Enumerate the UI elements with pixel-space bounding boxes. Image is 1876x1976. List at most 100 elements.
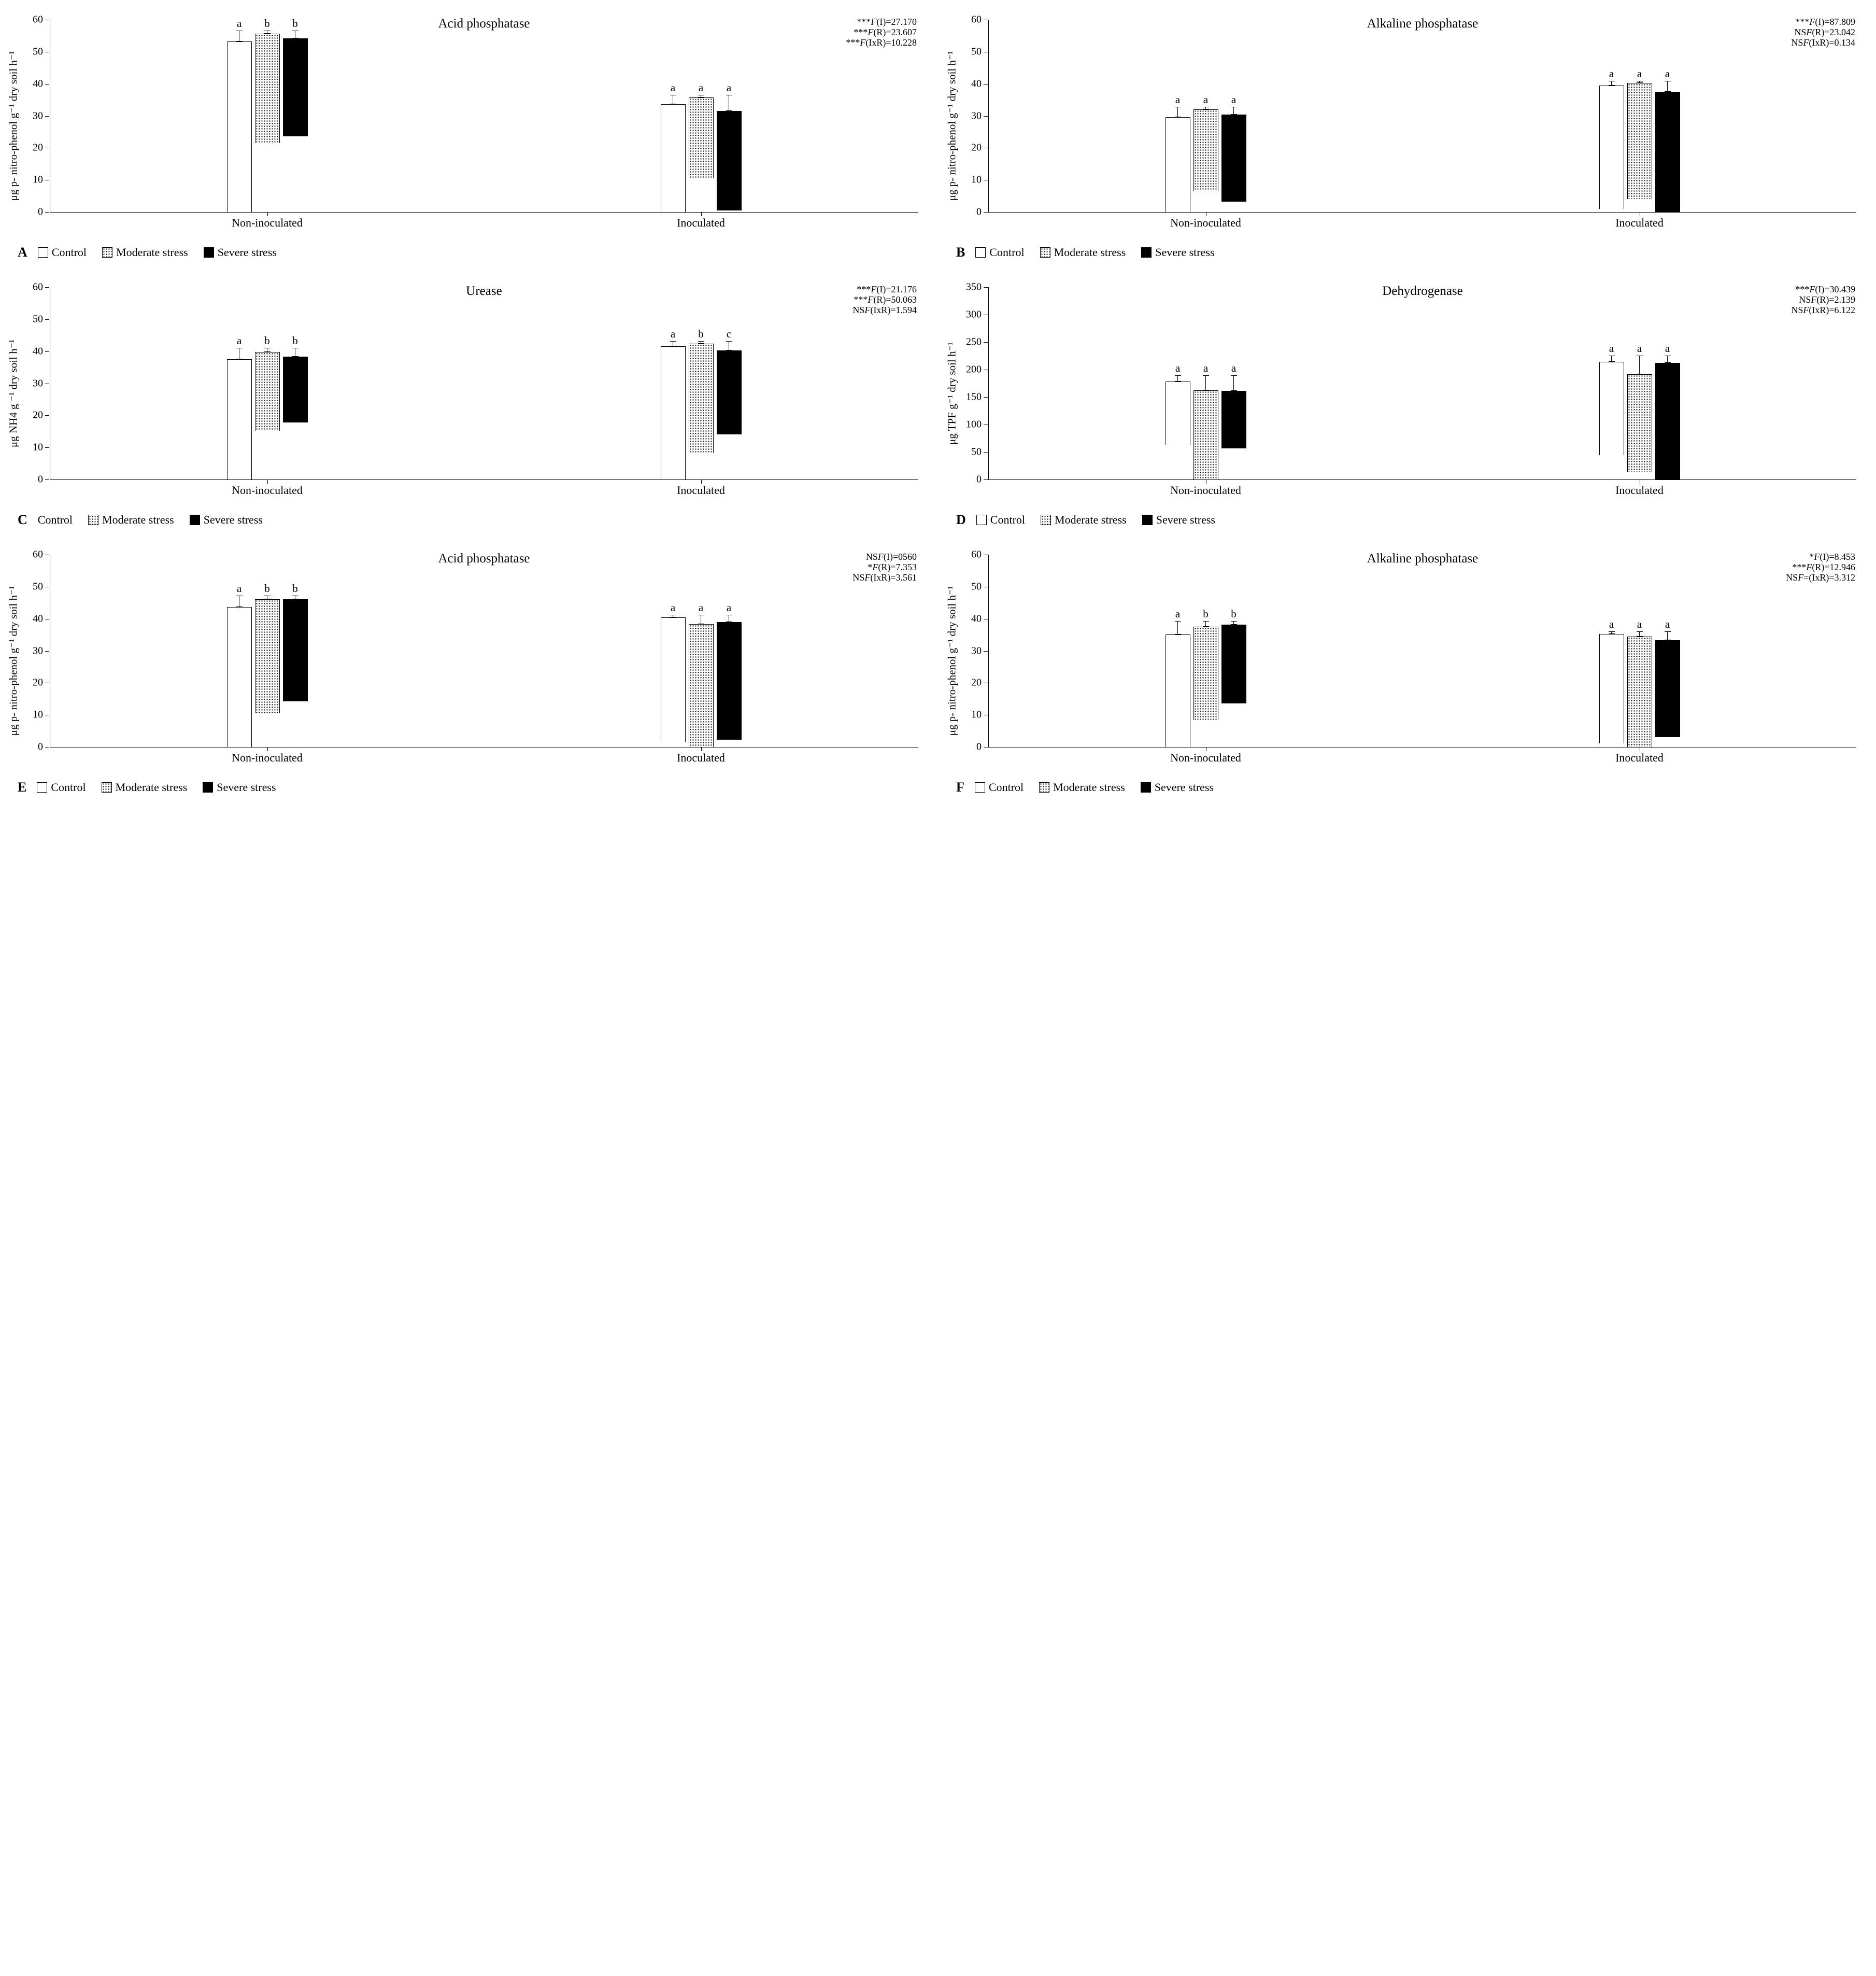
sig-letter: b	[292, 335, 298, 346]
sig-letter: a	[1609, 343, 1614, 354]
legend-label: Control	[52, 246, 87, 259]
sig-letter: a	[1637, 619, 1642, 630]
y-tick-label: 40	[33, 78, 43, 90]
bar-group: abbNon-inoculated	[50, 555, 484, 747]
bar	[661, 346, 686, 479]
bar-wrap: a	[1221, 94, 1246, 212]
bar-wrap: b	[283, 18, 308, 212]
plot-area: 0102030405060Acid phosphataseNSF(I)=0560…	[50, 555, 918, 747]
legend-swatch	[975, 782, 985, 793]
panel-footer: E Control Moderate stress Severe stress	[18, 772, 920, 795]
error-bar	[1667, 631, 1668, 640]
error-bar	[239, 31, 240, 41]
sig-letter: a	[1609, 619, 1614, 630]
sig-letter: a	[727, 602, 731, 613]
bar	[689, 344, 714, 453]
bar-wrap: a	[1627, 68, 1652, 212]
bar	[283, 357, 308, 422]
bar-group: aaaNon-inoculated	[989, 20, 1423, 212]
y-tick	[45, 116, 49, 117]
bar-set: aaa	[661, 82, 742, 212]
legend-swatch	[1142, 515, 1153, 525]
bar-group: aaaInoculated	[484, 555, 918, 747]
legend-item: Severe stress	[1142, 513, 1215, 527]
bar-wrap: a	[661, 602, 686, 747]
chart-box: μg TPF g⁻¹ dry soil h⁻¹05010015020025030…	[956, 282, 1858, 505]
y-tick-label: 50	[971, 46, 982, 58]
legend-item: Severe stress	[203, 781, 276, 794]
y-tick-label: 60	[971, 14, 982, 26]
y-tick-label: 60	[33, 281, 43, 293]
y-tick	[984, 212, 988, 213]
error-bar	[673, 95, 674, 105]
legend: ControlModerate stressSevere stress	[975, 781, 1214, 794]
error-bar	[295, 31, 296, 38]
sig-letter: b	[264, 583, 270, 594]
y-tick-label: 40	[971, 613, 982, 625]
y-tick-label: 10	[33, 174, 43, 186]
bar-wrap: a	[1599, 619, 1624, 747]
bar-wrap: a	[1655, 68, 1680, 212]
bar	[1221, 391, 1246, 449]
sig-letter: a	[671, 82, 675, 93]
group-label: Inoculated	[1615, 751, 1664, 765]
bar-wrap: a	[717, 82, 742, 212]
legend-label: Moderate stress	[1055, 513, 1127, 526]
sig-letter: b	[1203, 609, 1209, 619]
legend-label: Control	[51, 781, 86, 794]
bar	[227, 359, 252, 480]
y-tick-label: 50	[33, 581, 43, 592]
legend-label: Severe stress	[1155, 781, 1214, 794]
y-tick-label: 150	[966, 391, 982, 403]
bar-group: aaaInoculated	[1423, 287, 1856, 479]
bar-wrap: a	[1166, 363, 1190, 479]
bar	[227, 607, 252, 747]
bar-set: aaa	[1599, 619, 1680, 747]
legend-label: Severe stress	[217, 781, 276, 794]
legend-label: Control	[990, 513, 1025, 526]
y-tick-label: 20	[33, 410, 43, 421]
y-tick-label: 40	[971, 78, 982, 90]
y-tick-label: 30	[971, 645, 982, 657]
legend-label: Severe stress	[218, 246, 277, 259]
legend-item: Control	[38, 246, 87, 259]
bar-set: aaa	[661, 602, 742, 747]
bar-wrap: a	[1655, 619, 1680, 747]
sig-letter: a	[1637, 343, 1642, 354]
bar-wrap: a	[227, 583, 252, 747]
bar-wrap: a	[1627, 343, 1652, 479]
y-tick-label: 60	[971, 549, 982, 561]
panel-letter: E	[18, 780, 26, 795]
bar-set: aaa	[1599, 343, 1680, 479]
error-bar	[1177, 107, 1178, 117]
bar	[689, 624, 714, 747]
bar-wrap: a	[1166, 609, 1190, 747]
y-tick-label: 100	[966, 419, 982, 431]
sig-letter: a	[1665, 619, 1670, 630]
error-bar	[729, 95, 730, 111]
error-bar	[1611, 81, 1612, 86]
error-bar	[239, 596, 240, 607]
bar	[717, 350, 742, 434]
bar	[283, 38, 308, 136]
x-tick	[1640, 747, 1641, 751]
bar-wrap: a	[1627, 619, 1652, 747]
x-tick	[1206, 212, 1207, 216]
sig-letter: a	[1175, 363, 1180, 374]
error-bar	[701, 95, 702, 97]
x-tick	[267, 479, 268, 484]
bar-group: abbNon-inoculated	[50, 287, 484, 479]
chart-box: μg p- nitro-phenol g⁻¹ dry soil h⁻¹01020…	[18, 15, 920, 237]
x-tick	[1640, 479, 1641, 484]
sig-letter: b	[264, 335, 270, 346]
error-bar	[729, 341, 730, 351]
bar	[1627, 374, 1652, 472]
bar	[1655, 92, 1680, 212]
y-tick-label: 200	[966, 364, 982, 376]
legend-label: Moderate stress	[116, 781, 188, 794]
bar-set: abb	[1166, 609, 1246, 747]
plot-area: 0102030405060Alkaline phosphatase***F(I)…	[988, 20, 1856, 213]
panel-letter: B	[956, 245, 965, 260]
panel-A: μg p- nitro-phenol g⁻¹ dry soil h⁻¹01020…	[18, 15, 920, 260]
error-bar	[1205, 107, 1206, 109]
